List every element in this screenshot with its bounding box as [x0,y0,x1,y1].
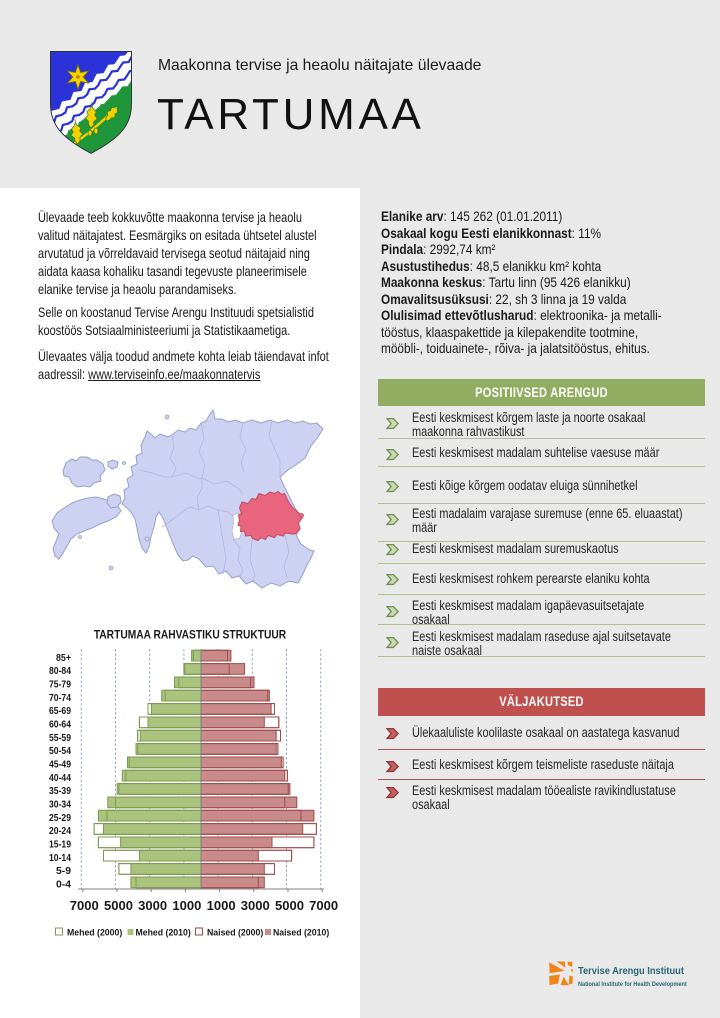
svg-text:7000: 7000 [309,898,338,913]
svg-text:55-59: 55-59 [49,733,71,744]
svg-text:1000: 1000 [172,898,201,913]
svg-text:60-64: 60-64 [49,720,71,731]
svg-text:5-9: 5-9 [56,866,71,877]
svg-text:Mehed (2000): Mehed (2000) [67,927,122,937]
svg-text:5000: 5000 [104,898,133,913]
svg-text:25-29: 25-29 [49,813,71,824]
svg-text:5000: 5000 [275,898,304,913]
svg-text:Naised (2000): Naised (2000) [207,927,263,937]
svg-text:Naised (2010): Naised (2010) [273,927,329,937]
svg-text:1000: 1000 [207,898,236,913]
svg-text:50-54: 50-54 [49,746,71,757]
svg-text:10-14: 10-14 [49,853,71,864]
svg-text:0-4: 0-4 [56,880,71,891]
svg-text:20-24: 20-24 [49,826,71,837]
svg-text:7000: 7000 [70,898,99,913]
svg-text:30-34: 30-34 [49,800,71,811]
svg-text:45-49: 45-49 [49,760,71,771]
svg-text:15-19: 15-19 [49,840,71,851]
svg-text:Mehed (2010): Mehed (2010) [136,927,191,937]
svg-text:35-39: 35-39 [49,786,71,797]
svg-text:85+: 85+ [56,653,71,664]
svg-text:40-44: 40-44 [49,773,71,784]
svg-text:3000: 3000 [241,898,270,913]
svg-text:75-79: 75-79 [49,680,71,691]
svg-text:3000: 3000 [138,898,167,913]
svg-text:80-84: 80-84 [49,666,71,677]
svg-text:TARTUMAA RAHVASTIKU STRUKTUUR: TARTUMAA RAHVASTIKU STRUKTUUR [94,629,286,642]
svg-text:65-69: 65-69 [49,706,71,717]
svg-text:70-74: 70-74 [49,693,71,704]
